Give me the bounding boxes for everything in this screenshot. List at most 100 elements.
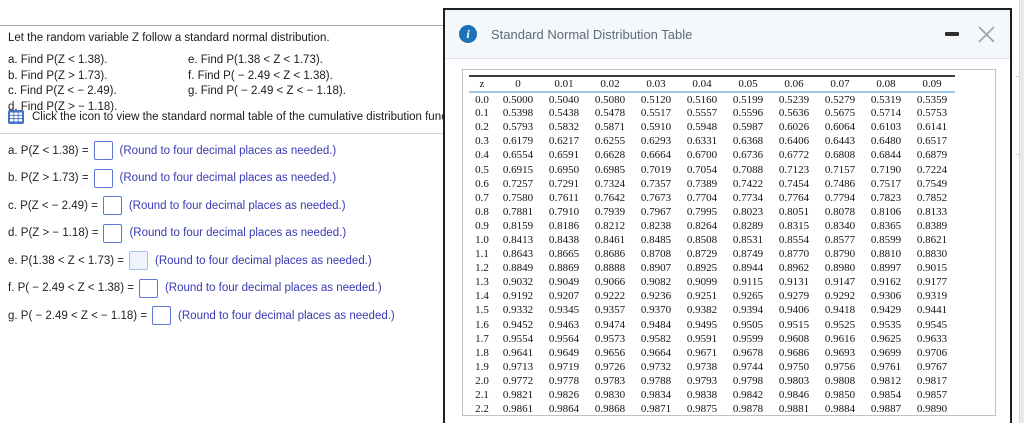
ztable-z-1.6: 1.6 bbox=[475, 318, 489, 331]
ztable-cell-11-1: 0.8665 bbox=[548, 248, 580, 261]
ztable-cell-0-5: 0.5199 bbox=[732, 93, 764, 106]
ztable-cell-15-1: 0.9345 bbox=[548, 304, 580, 317]
answer-input-3[interactable] bbox=[103, 223, 123, 243]
ztable-cell-4-7: 0.6808 bbox=[824, 149, 856, 162]
modal-header[interactable]: i Standard Normal Distribution Table bbox=[445, 10, 1010, 59]
ztable-z-0.0: 0.0 bbox=[475, 93, 489, 106]
ztable-cell-19-4: 0.9738 bbox=[686, 360, 718, 373]
ztable-row-0.5: 0.5 0.6915 0.6950 0.6985 0.7019 0.7054 0.7088 0… bbox=[469, 162, 955, 176]
ztable-cell-19-2: 0.9726 bbox=[594, 360, 626, 373]
ztable-row-1.8: 1.8 0.9641 0.9649 0.9656 0.9664 0.9671 0.9678 0… bbox=[469, 346, 955, 360]
ztable-col-header-8: 0.07 bbox=[817, 75, 863, 93]
ztable-z-1.5: 1.5 bbox=[475, 304, 489, 317]
ztable-z-1.0: 1.0 bbox=[475, 233, 489, 246]
answer-input-1[interactable] bbox=[93, 168, 113, 188]
problem-part-right-1: f. Find P( − 2.49 < Z < 1.38). bbox=[188, 69, 333, 82]
ztable-cell-6-5: 0.7422 bbox=[732, 177, 764, 190]
ztable-cell-14-9: 0.9319 bbox=[916, 290, 948, 303]
answer-input-5[interactable] bbox=[138, 278, 158, 298]
ztable-cell-11-3: 0.8708 bbox=[640, 248, 672, 261]
ztable-cell-0-0: 0.5000 bbox=[502, 93, 534, 106]
ztable-cell-2-2: 0.5871 bbox=[594, 121, 626, 134]
ztable-cell-13-5: 0.9115 bbox=[733, 276, 763, 289]
ztable-cell-4-9: 0.6879 bbox=[916, 149, 948, 162]
ztable-cell-22-1: 0.9864 bbox=[541, 402, 587, 415]
ztable-cell-17-0: 0.9554 bbox=[502, 332, 534, 345]
ztable-cell-4-1: 0.6591 bbox=[548, 149, 580, 162]
ztable-cell-6-9: 0.7549 bbox=[916, 177, 948, 190]
answer-row-2: c. P(Z < − 2.49) = (Round to four decimal… bbox=[8, 196, 395, 216]
modal-body: z 0 0.01 0.02 0.03 0.04 0.05 0.06 0.07 0.08 0.09 0.… bbox=[445, 59, 1010, 423]
ztable-cell-15-2: 0.9357 bbox=[594, 304, 626, 317]
table-note-text: Click the icon to view the standard norm… bbox=[32, 111, 469, 123]
ztable-cell-18-2: 0.9656 bbox=[594, 346, 626, 359]
ztable-z-0.9: 0.9 bbox=[475, 219, 489, 232]
ztable-cell-11-5: 0.8749 bbox=[732, 248, 764, 261]
ztable-cell-8-4: 0.7995 bbox=[686, 205, 718, 218]
ztable-cell-13-2: 0.9066 bbox=[594, 276, 626, 289]
ztable-row-0.2: 0.2 0.5793 0.5832 0.5871 0.5910 0.5948 0.5987 0… bbox=[469, 120, 955, 134]
ztable-cell-1-9: 0.5753 bbox=[916, 107, 948, 120]
ztable-cell-8-5: 0.8023 bbox=[732, 205, 764, 218]
answer-note-0: (Round to four decimal places as needed.… bbox=[119, 144, 337, 157]
ztable-cell-6-1: 0.7291 bbox=[548, 177, 580, 190]
ztable-col-header-7: 0.06 bbox=[771, 75, 817, 93]
ztable-cell-5-0: 0.6915 bbox=[502, 163, 534, 176]
ztable-cell-17-6: 0.9608 bbox=[778, 332, 810, 345]
ztable-cell-3-2: 0.6255 bbox=[594, 135, 626, 148]
ztable-cell-7-4: 0.7704 bbox=[686, 191, 718, 204]
ztable-cell-5-8: 0.7190 bbox=[870, 163, 902, 176]
ztable-cell-1-4: 0.5557 bbox=[686, 107, 718, 120]
ztable-cell-5-2: 0.6985 bbox=[594, 163, 626, 176]
ztable-cell-7-9: 0.7852 bbox=[916, 191, 948, 204]
ztable-cell-8-9: 0.8133 bbox=[916, 205, 948, 218]
vertical-scrollbar[interactable] bbox=[1019, 0, 1024, 423]
ztable-cell-8-8: 0.8106 bbox=[870, 205, 902, 218]
answer-input-0[interactable] bbox=[93, 141, 113, 161]
ztable-cell-22-0: 0.9861 bbox=[495, 402, 541, 415]
answer-input-4[interactable] bbox=[129, 251, 149, 271]
ztable-cell-21-2: 0.9830 bbox=[594, 389, 626, 402]
ztable-cell-12-4: 0.8925 bbox=[686, 262, 718, 275]
ztable-cell-12-1: 0.8869 bbox=[548, 262, 580, 275]
ztable-cell-10-3: 0.8485 bbox=[640, 233, 672, 246]
ztable-cell-18-6: 0.9686 bbox=[778, 346, 810, 359]
ztable-cell-8-7: 0.8078 bbox=[824, 205, 856, 218]
ztable-row-1.6: 1.6 0.9452 0.9463 0.9474 0.9484 0.9495 0.9505 0… bbox=[469, 318, 955, 332]
ztable-cell-18-9: 0.9706 bbox=[916, 346, 948, 359]
minimize-icon[interactable] bbox=[945, 32, 959, 36]
ztable-cell-10-0: 0.8413 bbox=[502, 233, 534, 246]
ztable-header-row: z 0 0.01 0.02 0.03 0.04 0.05 0.06 0.07 0.08 0.09 bbox=[469, 75, 955, 93]
ztable-row-0.0: 0.0 0.5000 0.5040 0.5080 0.5120 0.5160 0.5199 0… bbox=[469, 92, 955, 106]
ztable-cell-13-8: 0.9162 bbox=[870, 276, 902, 289]
table-grid-icon[interactable] bbox=[8, 110, 24, 124]
ztable-cell-3-0: 0.6179 bbox=[502, 135, 534, 148]
ztable-z-1.2: 1.2 bbox=[475, 262, 489, 275]
ztable-cell-22-5: 0.9878 bbox=[725, 402, 771, 415]
ztable-cell-5-7: 0.7157 bbox=[824, 163, 856, 176]
ztable-cell-1-3: 0.5517 bbox=[640, 107, 672, 120]
ztable-cell-21-9: 0.9857 bbox=[916, 389, 948, 402]
close-icon[interactable] bbox=[977, 25, 996, 44]
ztable-cell-0-6: 0.5239 bbox=[778, 93, 810, 106]
ztable-cell-4-5: 0.6736 bbox=[732, 149, 764, 162]
ztable-col-header-9: 0.08 bbox=[863, 75, 909, 93]
ztable-cell-14-5: 0.9265 bbox=[732, 290, 764, 303]
answer-label-0: a. P(Z < 1.38) = bbox=[8, 144, 89, 157]
problem-part-left-3: d. Find P(Z > − 1.18). bbox=[8, 100, 118, 113]
answer-row-5: f. P( − 2.49 < Z < 1.38) = (Round to four… bbox=[8, 278, 395, 299]
ztable-z-0.4: 0.4 bbox=[475, 149, 489, 162]
ztable-cell-20-3: 0.9788 bbox=[640, 374, 672, 387]
ztable-z-2.0: 2.0 bbox=[475, 374, 489, 387]
ztable-cell-4-6: 0.6772 bbox=[778, 149, 810, 162]
ztable-cell-5-4: 0.7054 bbox=[686, 163, 718, 176]
ztable-cell-14-7: 0.9292 bbox=[824, 290, 856, 303]
ztable-cell-4-0: 0.6554 bbox=[502, 149, 534, 162]
ztable-col-header-5: 0.04 bbox=[679, 75, 725, 93]
answer-input-2[interactable] bbox=[102, 196, 122, 216]
ztable-row-0.4: 0.4 0.6554 0.6591 0.6628 0.6664 0.6700 0.6736 0… bbox=[469, 148, 955, 162]
ztable-cell-18-0: 0.9641 bbox=[502, 346, 534, 359]
ztable-cell-17-2: 0.9573 bbox=[594, 332, 626, 345]
modal-title: Standard Normal Distribution Table bbox=[491, 26, 693, 42]
answer-input-6[interactable] bbox=[152, 306, 172, 326]
